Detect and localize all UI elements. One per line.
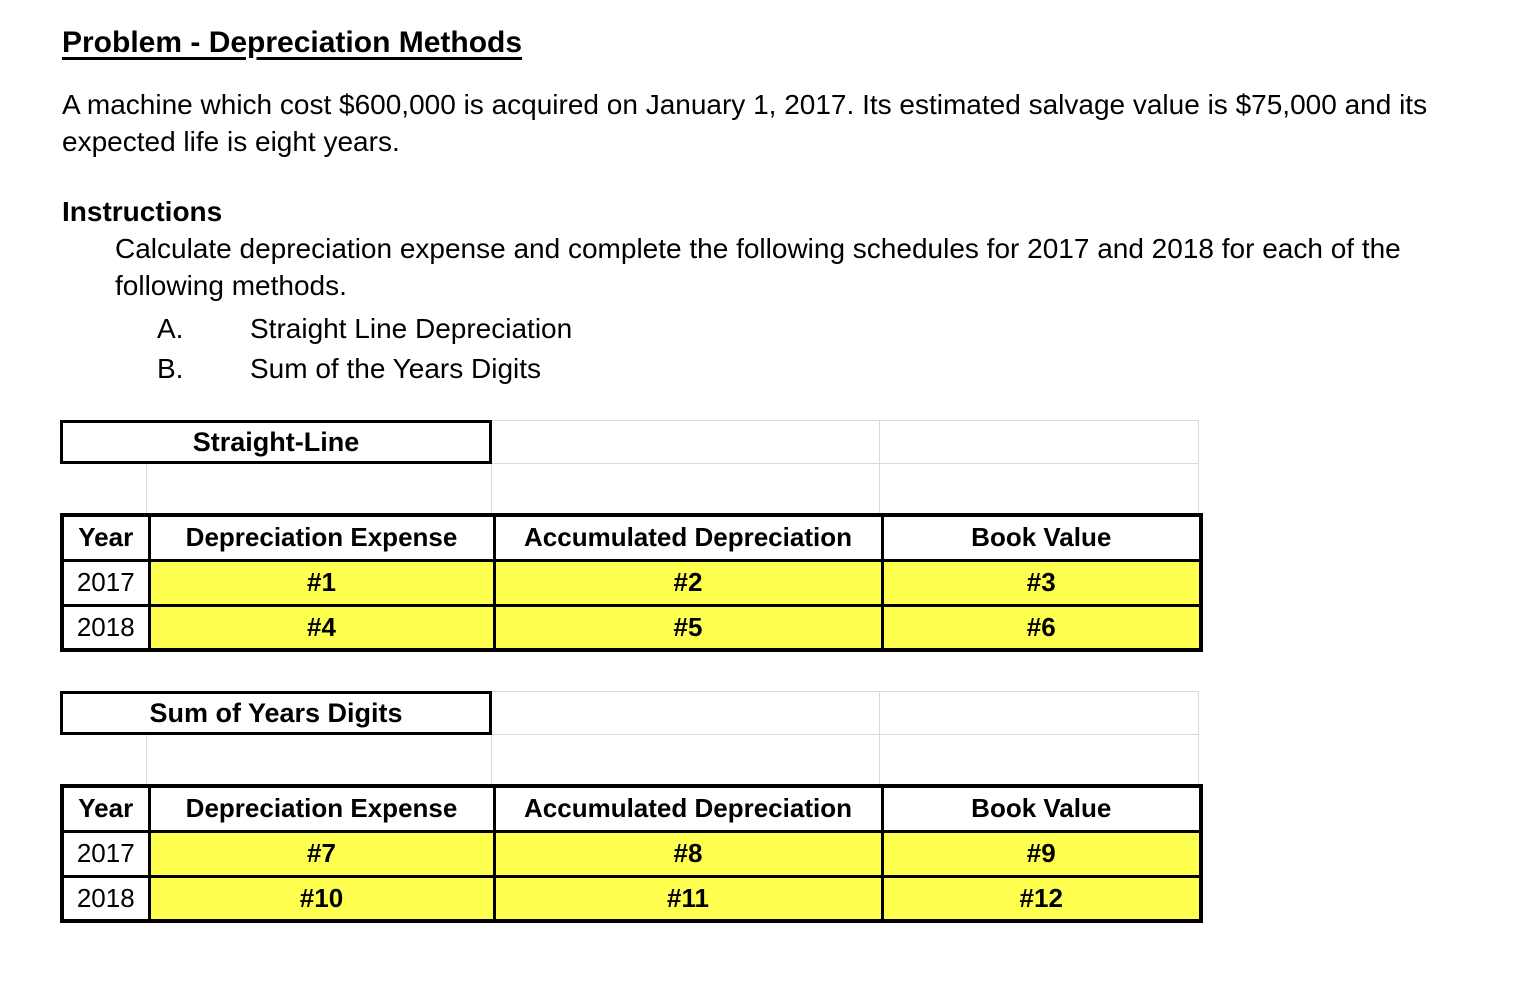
col-header-year: Year	[60, 513, 151, 562]
instructions-heading: Instructions	[62, 196, 223, 227]
schedule-title: Sum of Years Digits	[149, 697, 403, 728]
col-header-year: Year	[60, 784, 151, 833]
answer-cell-1[interactable]: #1	[147, 558, 496, 607]
year-cell: 2017	[60, 558, 151, 607]
empty-grid-row	[60, 735, 1199, 784]
document: Problem - Depreciation Methods A machine…	[60, 26, 1514, 923]
col-header-book-value: Book Value	[880, 513, 1203, 562]
problem-statement: A machine which cost $600,000 is acquire…	[62, 89, 1428, 157]
answer-cell-5[interactable]: #5	[492, 603, 884, 652]
empty-grid-cell	[492, 420, 880, 464]
empty-grid-cell	[147, 464, 492, 513]
col-header-depreciation-expense: Depreciation Expense	[147, 513, 496, 562]
empty-grid-cell	[60, 735, 147, 784]
table-row: 2018 #4 #5 #6	[60, 603, 1203, 652]
schedule-title: Straight-Line	[192, 426, 360, 457]
page-title: Problem - Depreciation Methods	[62, 26, 523, 59]
answer-cell-9[interactable]: #9	[880, 829, 1203, 878]
method-name: Straight Line Depreciation	[250, 313, 573, 344]
empty-grid-cell	[880, 464, 1199, 513]
empty-grid-cell	[60, 464, 147, 513]
header-row: Year Depreciation Expense Accumulated De…	[60, 513, 1203, 562]
method-name: Sum of the Years Digits	[250, 353, 542, 384]
empty-grid-cell	[880, 691, 1199, 735]
method-label: B.	[157, 353, 184, 384]
instructions-body: Calculate depreciation expense and compl…	[115, 233, 1401, 301]
answer-cell-3[interactable]: #3	[880, 558, 1203, 607]
method-item-b: B. Sum of the Years Digits	[157, 349, 1514, 389]
empty-grid-cell	[880, 420, 1199, 464]
table-row: 2017 #1 #2 #3	[60, 558, 1203, 607]
answer-cell-2[interactable]: #2	[492, 558, 884, 607]
answer-cell-8[interactable]: #8	[492, 829, 884, 878]
empty-grid-cell	[492, 691, 880, 735]
col-header-book-value: Book Value	[880, 784, 1203, 833]
col-header-accumulated-depreciation: Accumulated Depreciation	[492, 513, 884, 562]
method-item-a: A. Straight Line Depreciation	[157, 309, 1514, 349]
schedule-title-box: Sum of Years Digits	[60, 691, 492, 735]
year-cell: 2017	[60, 829, 151, 878]
empty-grid-cell	[880, 735, 1199, 784]
answer-cell-12[interactable]: #12	[880, 874, 1203, 923]
empty-grid-cell	[147, 735, 492, 784]
answer-cell-4[interactable]: #4	[147, 603, 496, 652]
table-row: 2017 #7 #8 #9	[60, 829, 1203, 878]
method-list: A. Straight Line Depreciation B. Sum of …	[157, 309, 1514, 389]
answer-cell-11[interactable]: #11	[492, 874, 884, 923]
straight-line-table: Year Depreciation Expense Accumulated De…	[60, 513, 1203, 652]
sum-of-years-digits-table: Year Depreciation Expense Accumulated De…	[60, 784, 1203, 923]
schedule-title-row: Straight-Line	[60, 420, 1199, 464]
empty-grid-cell	[492, 735, 880, 784]
col-header-depreciation-expense: Depreciation Expense	[147, 784, 496, 833]
straight-line-schedule-block: Straight-Line Year Depreciation Expense …	[60, 420, 1203, 652]
year-cell: 2018	[60, 874, 151, 923]
year-cell: 2018	[60, 603, 151, 652]
answer-cell-10[interactable]: #10	[147, 874, 496, 923]
method-label: A.	[157, 313, 184, 344]
answer-cell-6[interactable]: #6	[880, 603, 1203, 652]
header-row: Year Depreciation Expense Accumulated De…	[60, 784, 1203, 833]
schedule-title-row: Sum of Years Digits	[60, 691, 1199, 735]
table-row: 2018 #10 #11 #12	[60, 874, 1203, 923]
empty-grid-row	[60, 464, 1199, 513]
col-header-accumulated-depreciation: Accumulated Depreciation	[492, 784, 884, 833]
empty-grid-cell	[492, 464, 880, 513]
schedule-title-box: Straight-Line	[60, 420, 492, 464]
answer-cell-7[interactable]: #7	[147, 829, 496, 878]
sum-of-years-digits-schedule-block: Sum of Years Digits Year Depreciation Ex…	[60, 691, 1203, 923]
